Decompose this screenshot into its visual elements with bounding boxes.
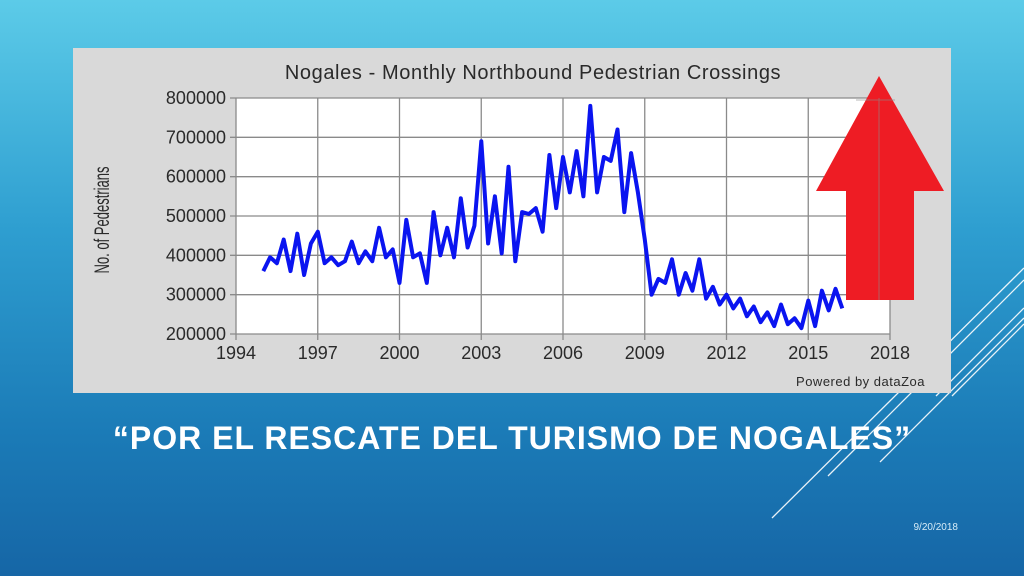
x-tick-label: 1994 [216, 343, 256, 363]
chart-panel: 800000 700000 600000 500000 400000 300000 2000… [73, 48, 951, 393]
slide-title: “POR EL RESCATE DEL TURISMO DE NOGALES” [112, 420, 912, 456]
y-tick-label: 200000 [166, 324, 226, 344]
y-tick-label: 800000 [166, 88, 226, 108]
x-tick-label: 2006 [543, 343, 583, 363]
y-tick-labels: 800000 700000 600000 500000 400000 300000 2000… [166, 88, 226, 344]
chart-title: Nogales - Monthly Northbound Pedestrian … [285, 62, 781, 84]
y-tick-label: 500000 [166, 206, 226, 226]
chart-credit: Powered by dataZoa [796, 374, 925, 389]
x-tick-label: 1997 [298, 343, 338, 363]
up-arrow-icon [816, 76, 944, 300]
chart: 800000 700000 600000 500000 400000 300000 2000… [90, 62, 944, 389]
x-tick-label: 2018 [870, 343, 910, 363]
x-tick-label: 2000 [379, 343, 419, 363]
x-tick-labels: 1994 1997 2000 2003 2006 2009 2012 2015 2018 [216, 343, 910, 363]
series-line [261, 103, 845, 331]
x-tick-label: 2003 [461, 343, 501, 363]
slide-date: 9/20/2018 [913, 522, 959, 533]
y-tick-label: 600000 [166, 167, 226, 187]
y-tick-label: 700000 [166, 127, 226, 147]
x-tick-label: 2015 [788, 343, 828, 363]
y-tick-label: 400000 [166, 245, 226, 265]
y-tick-label: 300000 [166, 285, 226, 305]
x-tick-label: 2012 [706, 343, 746, 363]
x-tick-label: 2009 [625, 343, 665, 363]
horizontal-gridlines [230, 97, 890, 335]
y-axis-label: No. of Pedestrians [90, 166, 114, 273]
